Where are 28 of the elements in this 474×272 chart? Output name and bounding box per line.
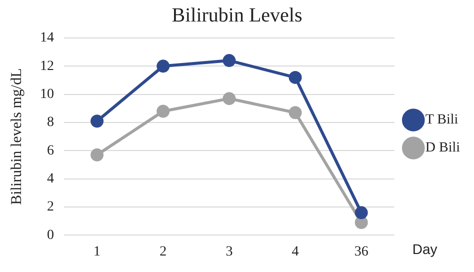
y-tick-label: 2 [47,200,54,215]
point [288,70,302,84]
chart-title: Bilirubin Levels [172,4,302,26]
point [156,60,170,73]
point [354,206,368,220]
x-tick-label: 1 [94,244,101,260]
point [90,114,104,128]
x-tick-label: 36 [354,244,368,260]
x-tick-label: 2 [160,244,167,260]
point [222,92,236,106]
y-tick-label: 14 [40,30,54,46]
point [156,104,170,118]
point [288,106,302,120]
y-tick-label: 0 [47,228,54,243]
x-tick-label: 3 [226,244,233,260]
legend-label: T Bili [425,112,458,128]
y-tick-label: 12 [40,58,54,74]
legend-label: D Bili [425,140,460,156]
y-tick-label: 6 [47,143,54,158]
x-tick-label: 4 [292,244,299,260]
x-axis-title: Day [412,241,438,258]
point [354,216,368,230]
y-axis-title: Bilirubin levels mg/dL [8,68,25,205]
y-tick-label: 10 [40,87,54,102]
point [222,54,236,68]
y-tick-label: 4 [47,172,54,187]
y-tick-label: 8 [47,115,54,130]
point [90,148,104,162]
